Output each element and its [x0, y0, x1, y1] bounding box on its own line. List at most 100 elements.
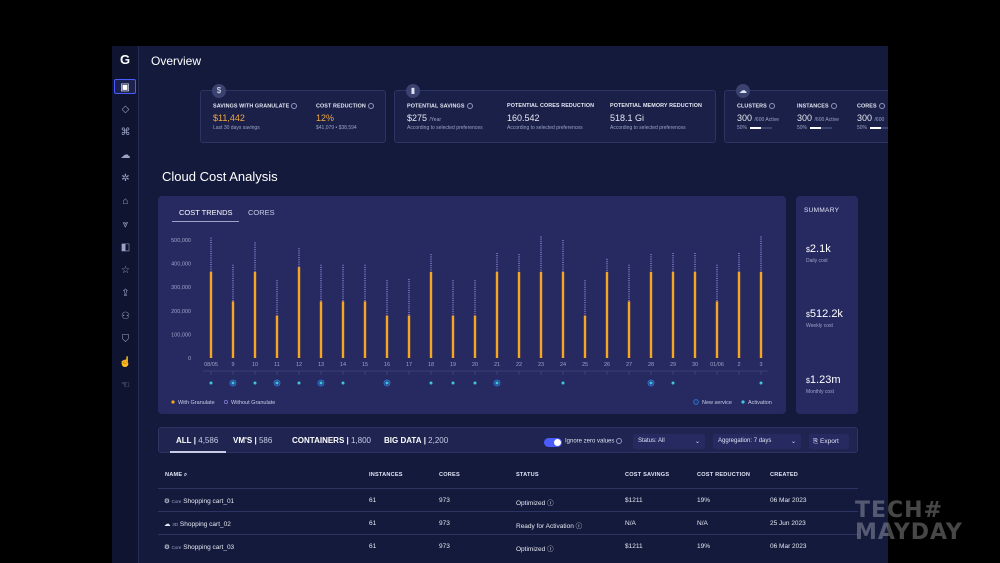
- bar-with-granulate[interactable]: [363, 301, 367, 358]
- status-select[interactable]: Status: All ⌄: [633, 434, 705, 449]
- col-instances[interactable]: INSTANCES: [369, 472, 403, 478]
- dashboard-icon[interactable]: ▣: [114, 79, 136, 94]
- col-cost-reduction[interactable]: COST REDUCTION: [697, 472, 751, 478]
- activation-marker[interactable]: [429, 381, 433, 385]
- app-window: G ▣ ◇ ⌘ ☁ ✲ ⌂ ⩔ ◧ ☆ ⇪ ⚇ ⛉ ☝ ☜ Overview $ SAVINGS WITH…: [112, 46, 888, 563]
- activation-marker[interactable]: [561, 381, 565, 385]
- info-icon[interactable]: [367, 103, 374, 109]
- logo[interactable]: G: [119, 52, 131, 67]
- bar-with-granulate[interactable]: [209, 271, 213, 358]
- filter-vms[interactable]: VM'S | 586: [233, 436, 273, 445]
- bar-with-granulate[interactable]: [539, 271, 543, 358]
- aggregation-select[interactable]: Aggregation: 7 days ⌄: [713, 434, 801, 449]
- pointer-icon[interactable]: ☝: [119, 357, 132, 368]
- info-icon[interactable]: [768, 103, 775, 109]
- filter-containers[interactable]: CONTAINERS | 1,800: [292, 436, 372, 445]
- col-name[interactable]: NAME ⌕: [165, 472, 188, 478]
- metric-value: 300: [797, 113, 813, 124]
- activation-marker[interactable]: [341, 381, 345, 385]
- bar-with-granulate[interactable]: [385, 315, 389, 358]
- filter-bigdata[interactable]: BIG DATA | 2,200: [384, 436, 449, 445]
- hierarchy-icon[interactable]: ⌘: [120, 127, 131, 138]
- col-cores[interactable]: CORES: [439, 472, 460, 478]
- info-icon[interactable]: [830, 103, 837, 109]
- cloud-icon[interactable]: ☁: [120, 150, 131, 161]
- settings-icon[interactable]: ✲: [121, 173, 130, 184]
- info-icon[interactable]: [878, 103, 885, 109]
- bar-with-granulate[interactable]: [407, 315, 411, 358]
- activation-marker[interactable]: [385, 381, 389, 385]
- bar-with-granulate[interactable]: [253, 271, 257, 358]
- col-status[interactable]: STATUS: [516, 472, 539, 478]
- row-created: 06 Mar 2023: [770, 543, 807, 550]
- bar-with-granulate[interactable]: [341, 301, 345, 358]
- activation-marker[interactable]: [473, 381, 477, 385]
- activation-marker[interactable]: [649, 381, 653, 385]
- activation-marker[interactable]: [759, 381, 763, 385]
- bar-with-granulate[interactable]: [275, 315, 279, 358]
- tab-cores[interactable]: CORES: [248, 208, 275, 217]
- y-tick-label: 100,000: [171, 332, 191, 338]
- bar-with-granulate[interactable]: [693, 271, 697, 358]
- bar-with-granulate[interactable]: [429, 271, 433, 358]
- bar-with-granulate[interactable]: [649, 271, 653, 358]
- bar-with-granulate[interactable]: [319, 301, 323, 358]
- star-icon[interactable]: ☆: [121, 265, 130, 276]
- bar-with-granulate[interactable]: [517, 271, 521, 358]
- activation-marker[interactable]: [319, 381, 323, 385]
- activation-marker[interactable]: [297, 381, 301, 385]
- info-icon[interactable]: ⓘ: [547, 546, 554, 553]
- info-icon[interactable]: ⓘ: [575, 523, 583, 530]
- info-icon[interactable]: [616, 438, 623, 444]
- x-tick-label: 23: [538, 362, 544, 368]
- bar-with-granulate[interactable]: [605, 271, 609, 358]
- bar-with-granulate[interactable]: [671, 271, 675, 358]
- activation-marker[interactable]: [231, 381, 235, 385]
- activation-marker[interactable]: [275, 381, 279, 385]
- table-row[interactable]: ☁ 3D Shopping cart_02 61 973 Ready for A…: [158, 511, 858, 534]
- bar-with-granulate[interactable]: [737, 271, 741, 358]
- legend-activation: Activation: [748, 400, 772, 406]
- cube-icon[interactable]: ◇: [121, 104, 130, 115]
- filter-icon[interactable]: ⩔: [122, 219, 129, 230]
- shield-icon[interactable]: ⛉: [121, 334, 130, 345]
- activation-marker[interactable]: [671, 381, 675, 385]
- export-button[interactable]: ⎘ Export: [809, 434, 849, 449]
- ignore-zero-toggle[interactable]: [544, 438, 562, 447]
- bar-with-granulate[interactable]: [297, 267, 301, 358]
- metric-sub-b: $38,594: [338, 125, 357, 132]
- bar-with-granulate[interactable]: [231, 301, 235, 358]
- bar-with-granulate[interactable]: [759, 271, 763, 358]
- search-icon[interactable]: ⌕: [184, 472, 188, 478]
- activation-marker[interactable]: [209, 381, 213, 385]
- watermark: TECH# MAYDAY: [855, 498, 963, 545]
- activation-marker[interactable]: [253, 381, 257, 385]
- summary-title: SUMMARY: [804, 207, 840, 214]
- info-icon[interactable]: ⓘ: [547, 500, 554, 507]
- back-icon[interactable]: ◧: [120, 242, 131, 253]
- bar-with-granulate[interactable]: [583, 315, 587, 358]
- home-icon[interactable]: ⌂: [122, 196, 129, 207]
- col-created[interactable]: CREATED: [770, 472, 799, 478]
- table-row[interactable]: ⚙ Core Shopping cart_01 61 973 Optimized…: [158, 488, 858, 511]
- bar-with-granulate[interactable]: [495, 271, 499, 358]
- bar-with-granulate[interactable]: [451, 315, 455, 358]
- bar-with-granulate[interactable]: [627, 301, 631, 358]
- bar-with-granulate[interactable]: [715, 301, 719, 358]
- row-created: 25 Jun 2023: [770, 520, 806, 527]
- table-row[interactable]: ⚙ Core Shopping cart_03 61 973 Optimized…: [158, 534, 858, 557]
- bar-with-granulate[interactable]: [561, 271, 565, 358]
- hand-icon[interactable]: ☜: [121, 380, 130, 391]
- col-cost-savings[interactable]: COST SAVINGS: [625, 472, 670, 478]
- tab-cost-trends[interactable]: COST TRENDS: [179, 208, 233, 217]
- activation-marker[interactable]: [495, 381, 499, 385]
- upload-icon[interactable]: ⇪: [121, 288, 130, 299]
- y-tick-label: 500,000: [171, 238, 191, 244]
- clusters-metric: CLUSTERS 300 /600 Active 50%: [737, 103, 779, 131]
- info-icon[interactable]: [291, 103, 298, 109]
- info-icon[interactable]: [466, 103, 473, 109]
- activation-marker[interactable]: [451, 381, 455, 385]
- bar-with-granulate[interactable]: [473, 315, 477, 358]
- filter-all[interactable]: ALL | 4,586: [176, 436, 219, 445]
- users-icon[interactable]: ⚇: [121, 311, 130, 322]
